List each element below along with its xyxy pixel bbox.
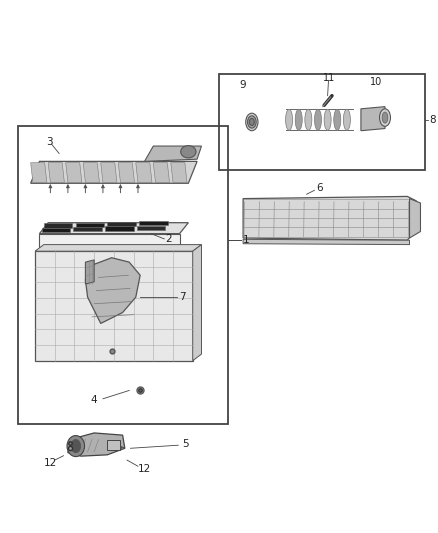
Text: 8: 8 (429, 115, 436, 125)
Text: 5: 5 (182, 439, 188, 449)
Ellipse shape (334, 109, 341, 130)
Bar (219, 74, 425, 170)
Polygon shape (136, 163, 152, 182)
Ellipse shape (246, 113, 258, 131)
Ellipse shape (324, 109, 331, 130)
Ellipse shape (382, 112, 388, 123)
Ellipse shape (379, 109, 391, 126)
Polygon shape (145, 146, 201, 161)
Polygon shape (85, 258, 140, 324)
Text: 3: 3 (46, 136, 53, 147)
Polygon shape (118, 163, 134, 182)
Text: 7: 7 (180, 292, 186, 302)
Ellipse shape (67, 435, 85, 457)
Bar (75, 223, 104, 227)
Polygon shape (39, 233, 180, 247)
Polygon shape (48, 163, 64, 182)
Ellipse shape (343, 109, 350, 130)
Ellipse shape (71, 440, 81, 453)
Polygon shape (361, 107, 385, 131)
Polygon shape (193, 245, 201, 361)
Text: 2: 2 (165, 234, 172, 244)
Text: 9: 9 (240, 80, 247, 90)
Bar (139, 221, 168, 225)
Text: 6: 6 (316, 183, 323, 192)
Bar (42, 228, 70, 232)
Ellipse shape (249, 118, 254, 125)
Bar (137, 225, 166, 230)
Polygon shape (39, 223, 188, 233)
Polygon shape (31, 163, 47, 182)
Text: 10: 10 (370, 77, 382, 87)
Polygon shape (101, 163, 117, 182)
Polygon shape (68, 433, 125, 456)
Text: 1: 1 (243, 235, 250, 245)
Ellipse shape (247, 116, 256, 128)
Ellipse shape (180, 146, 196, 158)
Ellipse shape (314, 109, 321, 130)
Text: 12: 12 (138, 464, 151, 474)
Bar (107, 440, 120, 450)
Ellipse shape (305, 109, 312, 130)
Polygon shape (171, 163, 187, 182)
Polygon shape (410, 199, 420, 238)
Ellipse shape (295, 109, 302, 130)
Polygon shape (83, 163, 99, 182)
Text: 11: 11 (323, 73, 336, 83)
Bar (105, 227, 134, 231)
Text: 4: 4 (91, 395, 98, 405)
Text: 12: 12 (44, 458, 57, 468)
Polygon shape (243, 197, 416, 240)
Ellipse shape (286, 109, 293, 130)
Bar (107, 222, 136, 226)
Polygon shape (243, 239, 410, 245)
Bar (18, 126, 228, 424)
Polygon shape (66, 163, 82, 182)
Polygon shape (31, 161, 197, 183)
Bar (73, 228, 102, 231)
Polygon shape (153, 163, 170, 182)
Bar (44, 223, 72, 228)
Polygon shape (85, 260, 94, 284)
Bar (35, 251, 193, 361)
Polygon shape (35, 245, 201, 251)
